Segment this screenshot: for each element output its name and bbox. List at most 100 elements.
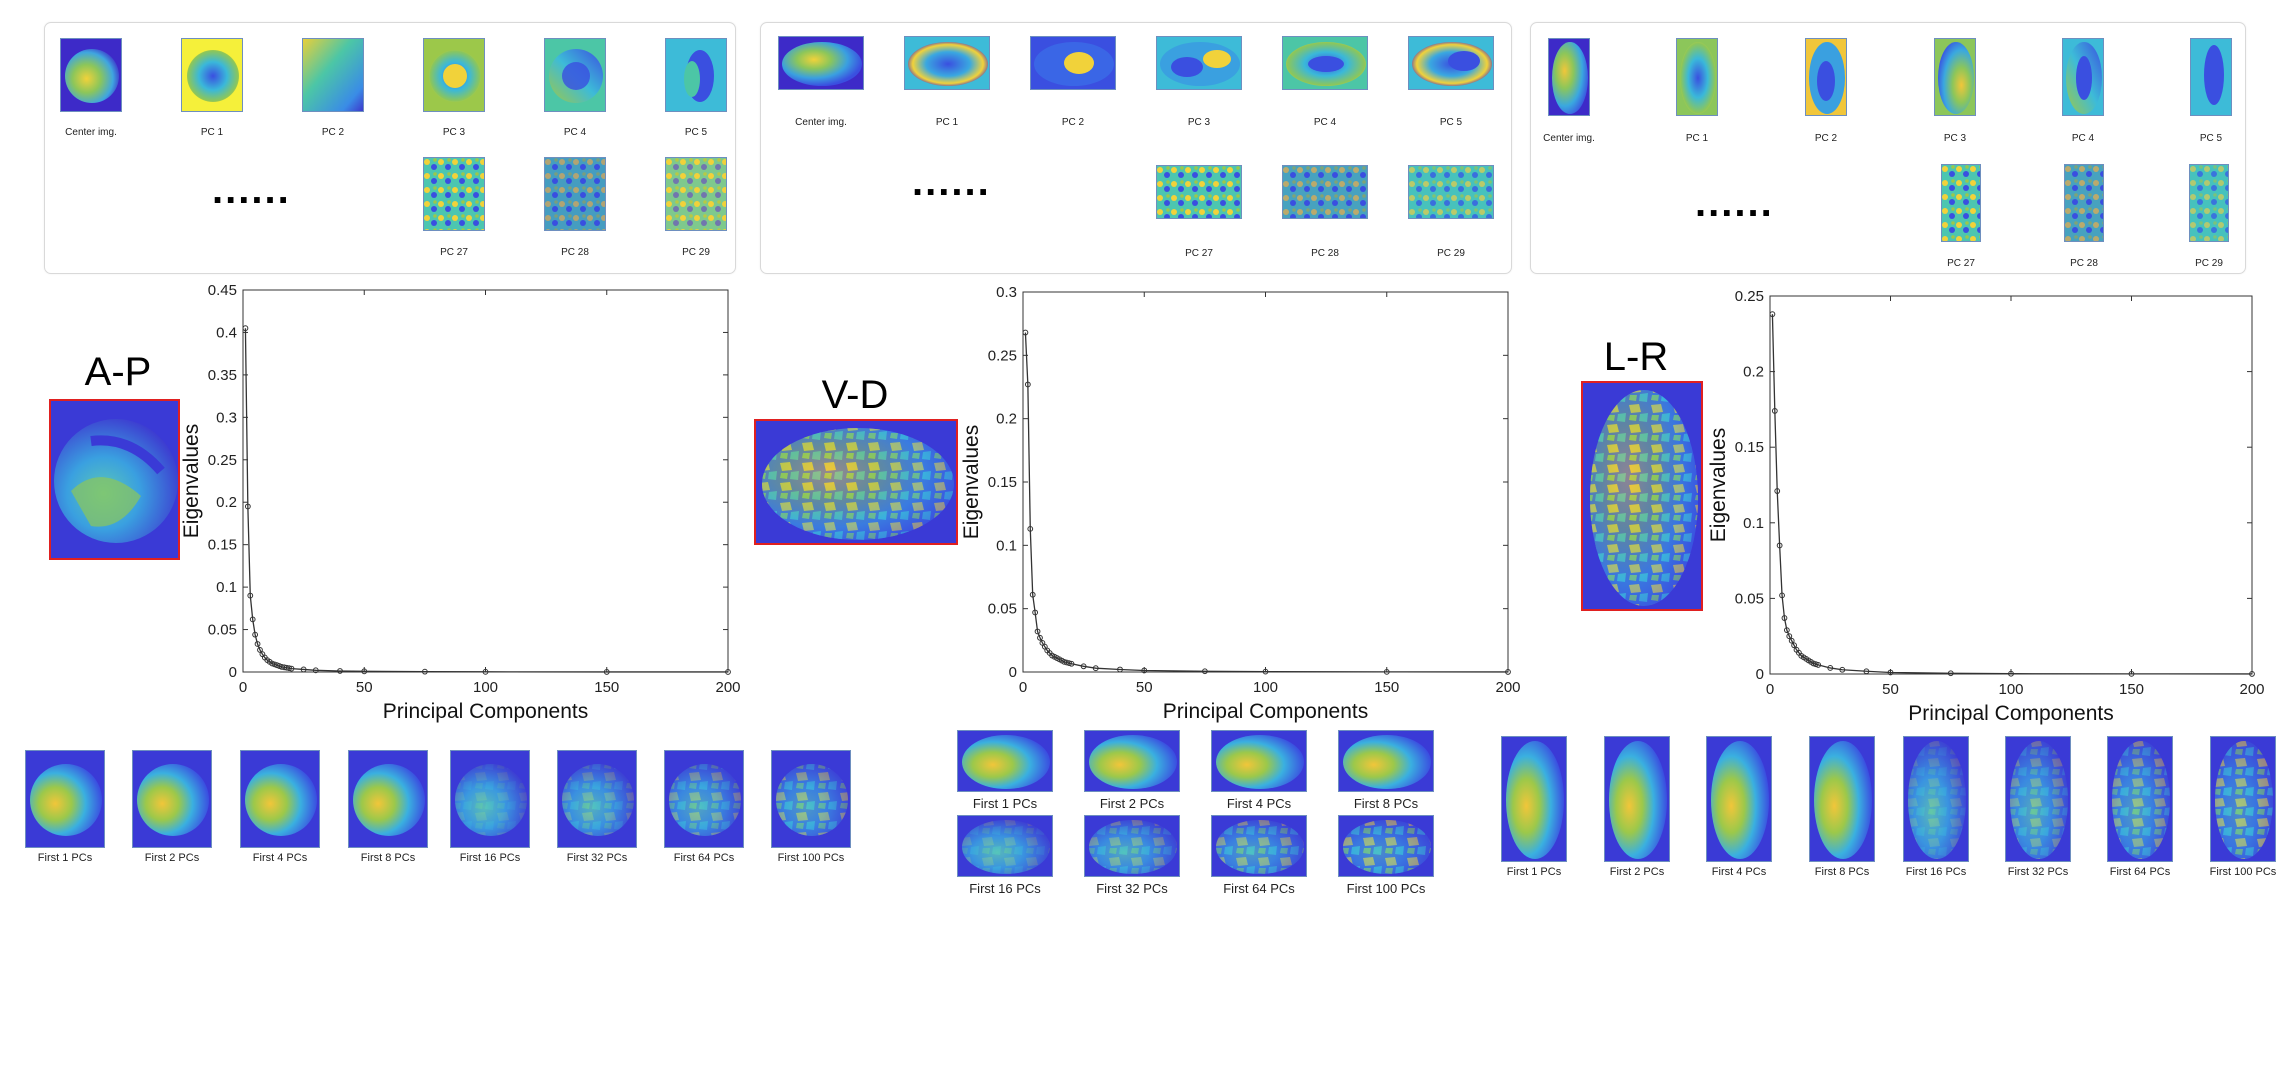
eigenvalue-point-vd (1141, 667, 1148, 674)
y-axis-title-ap: Eigenvalues (180, 424, 203, 538)
reconstruction-lr-4 (1809, 736, 1875, 862)
eigenvalue-point-lr (1827, 665, 1834, 671)
pc-thumb-vd-4 (1282, 36, 1368, 90)
pc-label-ap-27: PC 27 (440, 247, 468, 258)
eigenvalue-point-ap (247, 592, 254, 599)
x-tick-label-lr: 200 (2239, 681, 2264, 698)
eigenvalue-point-vd (1505, 669, 1511, 675)
x-tick-label-ap: 100 (473, 679, 498, 696)
y-tick-label-lr: 0.2 (1743, 364, 1764, 381)
orientation-label-vd: V-D (821, 373, 889, 417)
y-tick-label-ap: 0.15 (208, 537, 237, 554)
reconstruction-label-vd-4: First 8 PCs (1353, 796, 1419, 811)
center-label-ap: Center img. (65, 127, 117, 138)
reconstruction-vd-8 (1338, 815, 1434, 877)
reconstruction-label-lr-4: First 8 PCs (1814, 866, 1870, 878)
eigenvalue-point-ap (244, 503, 251, 510)
reconstruction-ap-4 (348, 750, 428, 848)
y-tick-label-lr: 0.05 (1735, 590, 1764, 607)
eigenvalue-point-lr (1815, 662, 1822, 668)
reconstruction-label-lr-2: First 2 PCs (1609, 866, 1665, 878)
reconstruction-label-ap-4: First 8 PCs (360, 852, 416, 864)
reconstruction-label-lr-6: First 32 PCs (2007, 866, 2069, 878)
eigenvalue-point-ap (242, 325, 249, 332)
pc-thumb-lr-5 (2190, 38, 2232, 116)
pc-thumb-vd-3 (1156, 36, 1242, 90)
y-tick-label-ap: 0.4 (216, 324, 237, 341)
eigenvalue-point-ap (300, 666, 307, 673)
reconstruction-label-lr-5: First 16 PCs (1905, 866, 1967, 878)
eigenvalue-point-vd (1027, 525, 1034, 532)
reconstruction-vd-6 (1084, 815, 1180, 877)
reconstruction-ap-5 (450, 750, 530, 848)
reconstruction-lr-2 (1604, 736, 1670, 862)
x-tick-label-ap: 0 (239, 679, 247, 696)
reconstruction-label-ap-5: First 16 PCs (459, 852, 521, 864)
x-axis-title-ap: Principal Components (383, 700, 588, 723)
eigenvalue-point-ap (337, 668, 343, 674)
y-tick-label-vd: 0 (1009, 664, 1017, 681)
pc-label-ap-1: PC 1 (200, 127, 224, 138)
pc-label-ap-4: PC 4 (563, 127, 587, 138)
pc-thumb-lr-27 (1941, 164, 1981, 242)
pc-label-lr-3: PC 3 (1943, 133, 1967, 144)
y-tick-label-lr: 0.15 (1735, 439, 1764, 456)
eigenvalue-point-ap (249, 616, 256, 623)
orientation-image-vd (754, 419, 958, 545)
eigenvalue-point-vd (1080, 663, 1087, 670)
pc-thumb-lr-28 (2064, 164, 2104, 242)
pc-label-vd-28: PC 28 (1311, 248, 1339, 259)
eigenvalue-point-ap (725, 669, 731, 675)
eigenvalue-point-ap (421, 668, 428, 675)
eigenvalue-line-lr (1771, 314, 2253, 675)
eigenvalue-chart-vd: 0 0.05 0.1 0.15 0.2 0.25 0.3 0 50 100 150 200 Princi… (960, 284, 1521, 723)
eigenvalue-point-ap (286, 665, 292, 672)
reconstruction-lr-1 (1501, 736, 1567, 862)
eigenvalue-point-lr (1788, 637, 1795, 644)
pc-panel-vd (760, 22, 1512, 274)
reconstruction-label-lr-8: First 100 PCs (2209, 866, 2277, 878)
reconstruction-label-vd-1: First 1 PCs (972, 796, 1038, 811)
x-tick-label-vd: 100 (1253, 679, 1278, 696)
eigenvalue-point-lr (1791, 642, 1797, 649)
reconstruction-lr-3 (1706, 736, 1772, 862)
x-tick-label-ap: 150 (594, 679, 619, 696)
eigenvalue-point-lr (1781, 615, 1788, 621)
eigenvalue-point-ap (254, 641, 261, 647)
pc-label-lr-5: PC 5 (2199, 133, 2223, 144)
pc-thumb-lr-3 (1934, 38, 1976, 116)
eigenvalue-point-lr (1774, 488, 1781, 494)
eigenvalue-chart-lr: 0 0.05 0.1 0.15 0.2 0.25 0 50 100 150 200 Principal… (1707, 288, 2265, 725)
reconstruction-label-lr-1: First 1 PCs (1506, 866, 1562, 878)
x-tick-label-vd: 0 (1019, 679, 1027, 696)
reconstruction-vd-5 (957, 815, 1053, 877)
eigenvalue-point-vd (1022, 329, 1029, 336)
reconstruction-label-vd-2: First 2 PCs (1099, 796, 1165, 811)
eigenvalue-point-vd (1201, 668, 1208, 675)
pc-thumb-vd-2 (1030, 36, 1116, 90)
eigenvalue-point-lr (1779, 592, 1785, 599)
pc-label-ap-28: PC 28 (561, 247, 589, 258)
reconstruction-label-lr-3: First 4 PCs (1711, 866, 1767, 878)
pc-label-lr-1: PC 1 (1685, 133, 1709, 144)
pc-label-vd-1: PC 1 (935, 117, 959, 128)
plot-area-vd (1022, 291, 1509, 673)
y-axis-title-lr: Eigenvalues (1707, 428, 1730, 542)
pc-thumb-vd-27 (1156, 165, 1242, 219)
pc-label-ap-3: PC 3 (442, 127, 466, 138)
ellipsis-ap: ...... (212, 168, 291, 212)
x-tick-label-ap: 50 (356, 679, 373, 696)
pc-label-lr-27: PC 27 (1947, 258, 1975, 269)
eigenvalue-point-lr (2008, 670, 2014, 677)
pc-label-vd-27: PC 27 (1185, 248, 1213, 259)
reconstruction-label-ap-1: First 1 PCs (37, 852, 93, 864)
reconstruction-label-ap-8: First 100 PCs (777, 852, 845, 864)
eigenvalue-point-lr (1786, 633, 1793, 640)
reconstruction-label-vd-8: First 100 PCs (1346, 881, 1426, 896)
reconstruction-label-ap-3: First 4 PCs (252, 852, 308, 864)
x-tick-label-vd: 150 (1374, 679, 1399, 696)
eigenvalue-point-lr (2128, 670, 2135, 677)
y-tick-label-lr: 0 (1756, 666, 1764, 683)
pc-thumb-ap-2 (302, 38, 364, 112)
pc-thumb-ap-29 (665, 157, 727, 231)
